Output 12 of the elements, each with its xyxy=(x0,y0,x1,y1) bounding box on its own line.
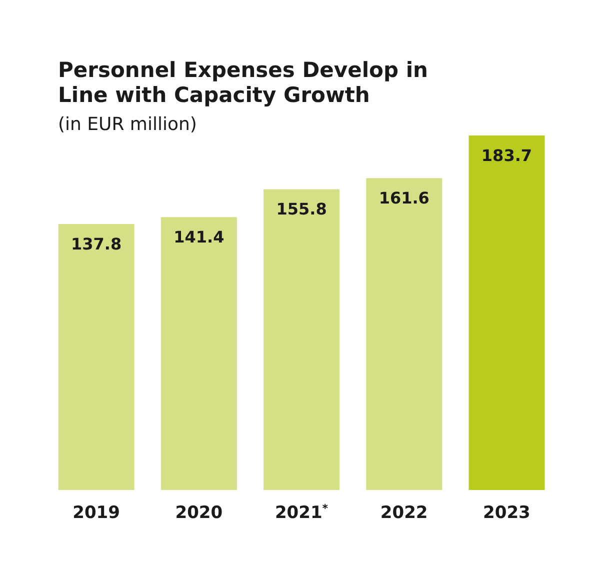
data-label: 155.8 xyxy=(276,200,327,219)
data-label: 183.7 xyxy=(481,146,532,165)
data-label: 137.8 xyxy=(71,234,122,254)
chart-subtitle: (in EUR million) xyxy=(58,114,198,135)
data-label: 161.6 xyxy=(378,188,430,208)
chart-title: Personnel Expenses Develop in Line with Capacity Growth xyxy=(58,58,429,108)
x-tick-label: 2021$^{*}$ xyxy=(274,502,328,523)
x-tick-label: 2019 xyxy=(72,503,120,523)
x-tick-label: 2020 xyxy=(175,503,223,523)
data-label: 141.4 xyxy=(174,227,224,246)
x-tick-label: 2023 xyxy=(483,503,530,523)
x-tick-label: 2022 xyxy=(380,503,428,523)
